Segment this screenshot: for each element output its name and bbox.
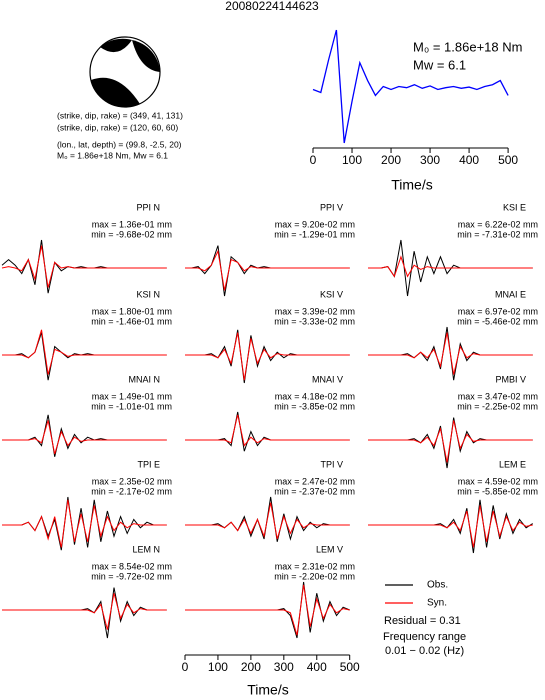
- syn-trace: [2, 329, 167, 375]
- station-label: KSI V: [320, 289, 343, 299]
- station-label: MNAI V: [312, 374, 343, 384]
- obs-trace: [2, 496, 167, 551]
- x-tick-label: 400: [459, 153, 479, 167]
- x-tick-label: 300: [420, 153, 440, 167]
- syn-trace: [368, 420, 533, 463]
- syn-trace: [185, 414, 350, 447]
- syn-trace: [185, 332, 350, 381]
- x-axis-label: Time/s: [391, 177, 432, 193]
- annotation: 0.01 − 0.02 (Hz): [385, 645, 464, 657]
- max-label: max = 4.59e-02 mm: [458, 476, 538, 486]
- x-tick-label: 0: [182, 660, 189, 674]
- x-tick-label: 100: [342, 153, 362, 167]
- station-label: LEM V: [316, 544, 343, 554]
- station-label: PMBI V: [495, 374, 526, 384]
- min-label: min = -5.85e-02 mm: [457, 486, 538, 496]
- max-label: max = 1.49e-01 mm: [92, 391, 172, 401]
- min-label: min = -9.72e-02 mm: [91, 571, 172, 581]
- source-line: (strike, dip, rake) = (120, 60, 60): [57, 122, 178, 132]
- min-label: min = -1.46e-01 mm: [91, 316, 172, 326]
- max-label: max = 1.80e-01 mm: [92, 306, 172, 316]
- annotation: M₀ = 1.86e+18 Nm: [413, 39, 522, 54]
- max-label: max = 3.39e-02 mm: [275, 306, 355, 316]
- syn-trace: [185, 584, 350, 636]
- syn-trace: [2, 593, 167, 630]
- min-label: min = -1.01e-01 mm: [91, 401, 172, 411]
- station-label: TPI E: [137, 459, 160, 469]
- x-tick-label: 300: [274, 660, 294, 674]
- max-label: max = 6.22e-02 mm: [458, 219, 538, 229]
- station-label: MNAI E: [495, 289, 526, 299]
- legend-label: Obs.: [427, 580, 448, 591]
- obs-trace: [368, 499, 533, 554]
- syn-trace: [185, 249, 350, 291]
- min-label: min = -3.85e-02 mm: [274, 401, 355, 411]
- max-label: max = 1.36e-01 mm: [92, 219, 172, 229]
- x-tick-label: 0: [310, 153, 317, 167]
- max-label: max = 6.97e-02 mm: [458, 306, 538, 316]
- x-tick-label: 400: [307, 660, 327, 674]
- syn-trace: [185, 502, 350, 540]
- station-label: LEM N: [132, 544, 160, 554]
- min-label: min = -2.20e-02 mm: [274, 571, 355, 581]
- source-line: (lon., lat, depth) = (99.8, -2.5, 20): [57, 139, 182, 149]
- station-label: KSI E: [503, 202, 526, 212]
- stf-line: [312, 29, 509, 144]
- max-label: max = 2.31e-02 mm: [275, 561, 355, 571]
- syn-trace: [1, 245, 167, 288]
- min-label: min = -2.17e-02 mm: [91, 486, 172, 496]
- annotation: Frequency range: [383, 631, 466, 643]
- min-label: min = -9.68e-02 mm: [91, 229, 172, 239]
- min-label: min = -1.29e-01 mm: [274, 229, 355, 239]
- syn-trace: [368, 505, 533, 548]
- syn-trace: [368, 332, 533, 375]
- syn-trace: [2, 499, 167, 548]
- station-label: LEM E: [499, 459, 526, 469]
- annotation: Mw = 6.1: [413, 57, 466, 72]
- max-label: max = 3.47e-02 mm: [458, 391, 538, 401]
- obs-trace: [2, 414, 167, 457]
- beachball: [89, 36, 161, 108]
- station-label: TPI V: [320, 459, 343, 469]
- obs-trace: [1, 239, 167, 294]
- max-label: max = 2.47e-02 mm: [275, 476, 355, 486]
- station-label: MNAI N: [129, 374, 161, 384]
- annotation: Residual = 0.31: [384, 615, 461, 627]
- station-label: PPI V: [320, 202, 343, 212]
- min-label: min = -7.31e-02 mm: [457, 229, 538, 239]
- max-label: max = 2.35e-02 mm: [92, 476, 172, 486]
- syn-trace: [368, 255, 533, 278]
- max-label: max = 8.54e-02 mm: [92, 561, 172, 571]
- station-label: KSI N: [136, 289, 160, 299]
- x-tick-label: 500: [498, 153, 518, 167]
- x-tick-label: 200: [241, 660, 261, 674]
- min-label: min = -2.25e-02 mm: [457, 401, 538, 411]
- x-tick-label: 100: [208, 660, 228, 674]
- max-label: max = 4.18e-02 mm: [275, 391, 355, 401]
- obs-trace: [185, 411, 350, 452]
- x-axis-label: Time/s: [247, 682, 288, 698]
- min-label: min = -5.46e-02 mm: [457, 316, 538, 326]
- x-tick-label: 200: [381, 153, 401, 167]
- min-label: min = -3.33e-02 mm: [274, 316, 355, 326]
- min-label: min = -2.37e-02 mm: [274, 486, 355, 496]
- max-label: max = 9.20e-02 mm: [275, 219, 355, 229]
- source-line: M₀ = 1.86e+18 Nm, Mw = 6.1: [57, 150, 168, 160]
- figure-title: 20080224144623: [225, 0, 319, 13]
- station-label: PPI N: [136, 202, 160, 212]
- x-tick-label: 500: [340, 660, 360, 674]
- syn-trace: [2, 420, 167, 455]
- source-line: (strike, dip, rake) = (349, 41, 131): [57, 110, 183, 120]
- legend-label: Syn.: [427, 598, 447, 609]
- obs-trace: [2, 332, 167, 381]
- obs-trace: [2, 587, 167, 639]
